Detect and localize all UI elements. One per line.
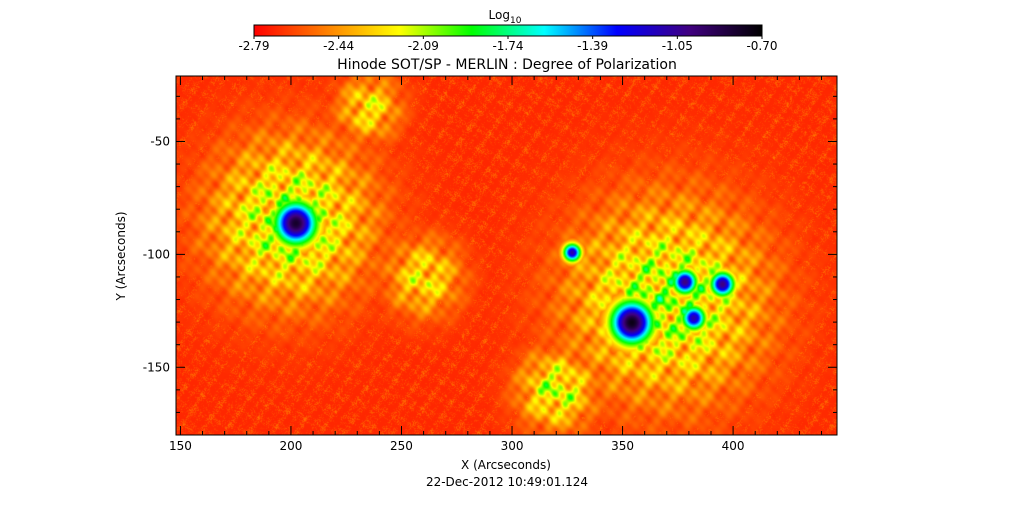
x-tick-label: 400 xyxy=(722,439,745,453)
x-tick-label: 150 xyxy=(169,439,192,453)
plot-frame xyxy=(175,75,838,436)
axis-ticks: 150 200 250 300 350 400 -50 -100 -150 xyxy=(143,76,837,453)
timestamp: 22-Dec-2012 10:49:01.124 xyxy=(426,475,588,489)
colorbar-tick-label: -2.79 xyxy=(238,39,269,53)
colorbar: Log10 -2.79 -2.44 -2.09 -1.74 -1.39 -1.05 -0.7… xyxy=(238,8,777,53)
x-tick-label: 250 xyxy=(390,439,413,453)
colorbar-ticks: -2.79 -2.44 -2.09 -1.74 -1.39 -1.05 -0.70 xyxy=(238,36,778,53)
x-tick-label: 200 xyxy=(280,439,303,453)
colorbar-tick-label: -0.70 xyxy=(746,39,777,53)
chart-title: Hinode SOT/SP - MERLIN : Degree of Polar… xyxy=(337,57,677,73)
colorbar-tick-label: -2.44 xyxy=(323,39,354,53)
plot-area: 150 200 250 300 350 400 -50 -100 -150 xyxy=(143,75,838,453)
heatmap-image xyxy=(176,76,837,435)
y-tick-label: -100 xyxy=(143,247,170,261)
colorbar-tick-label: -1.39 xyxy=(577,39,608,53)
x-axis-label: X (Arcseconds) xyxy=(461,458,551,472)
colorbar-label: Log10 xyxy=(489,8,522,26)
colorbar-tick-label: -1.05 xyxy=(662,39,693,53)
y-axis-label: Y (Arcseconds) xyxy=(114,211,128,301)
colorbar-tick-label: -2.09 xyxy=(408,39,439,53)
colorbar-gradient xyxy=(253,24,763,37)
colorbar-tick-label: -1.74 xyxy=(492,39,523,53)
x-tick-label: 350 xyxy=(611,439,634,453)
y-tick-label: -150 xyxy=(143,360,170,374)
y-tick-label: -50 xyxy=(150,134,170,148)
x-tick-label: 300 xyxy=(501,439,524,453)
